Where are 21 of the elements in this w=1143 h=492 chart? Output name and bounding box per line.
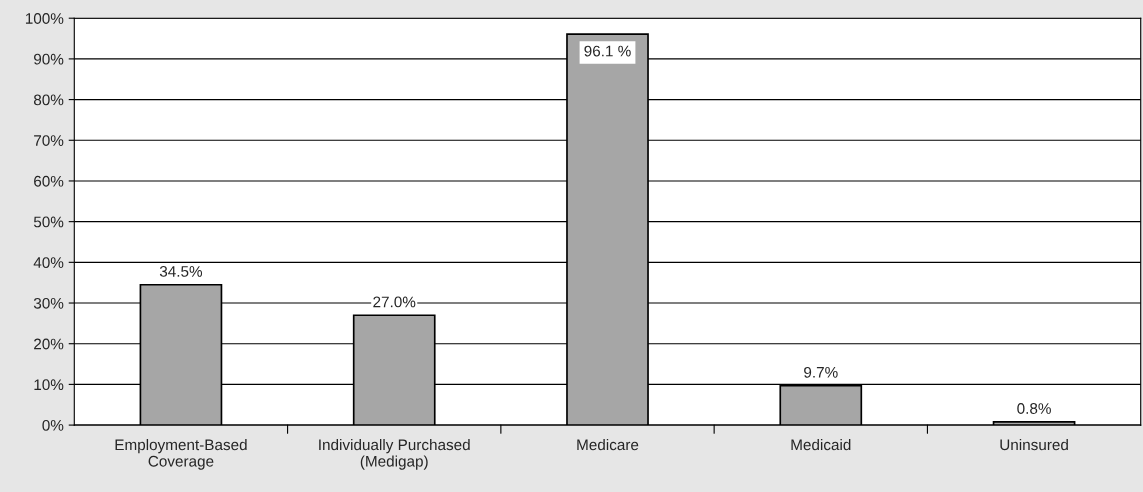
y-tick-label: 0% [42, 419, 64, 431]
x-tick-label: Individually Purchased (Medigap) [319, 438, 470, 470]
data-label: 9.7% [804, 366, 838, 378]
y-tick-label: 100% [25, 13, 64, 24]
y-tick-label: 30% [33, 297, 64, 309]
y-tick-label: 60% [34, 175, 64, 187]
x-tick-label: Employment-Based Coverage [115, 438, 247, 470]
x-tick-label: Medicaid [791, 438, 851, 451]
y-tick-label: 40% [33, 257, 64, 269]
y-tick-label: 90% [34, 53, 64, 65]
data-label: 27.0% [373, 296, 416, 308]
x-tick-label: Medicare [577, 438, 639, 451]
y-tick-label: 20% [34, 338, 64, 350]
y-tick-label: 10% [34, 379, 64, 391]
data-label: 96.1 % [584, 45, 631, 57]
y-tick-label: 50% [33, 216, 64, 228]
y-tick-label: 80% [33, 94, 64, 106]
data-label: 0.8% [1017, 403, 1051, 414]
y-tick-label: 70% [34, 135, 64, 146]
x-tick-label: Uninsured [1000, 438, 1068, 451]
data-label: 34.5% [159, 265, 203, 277]
